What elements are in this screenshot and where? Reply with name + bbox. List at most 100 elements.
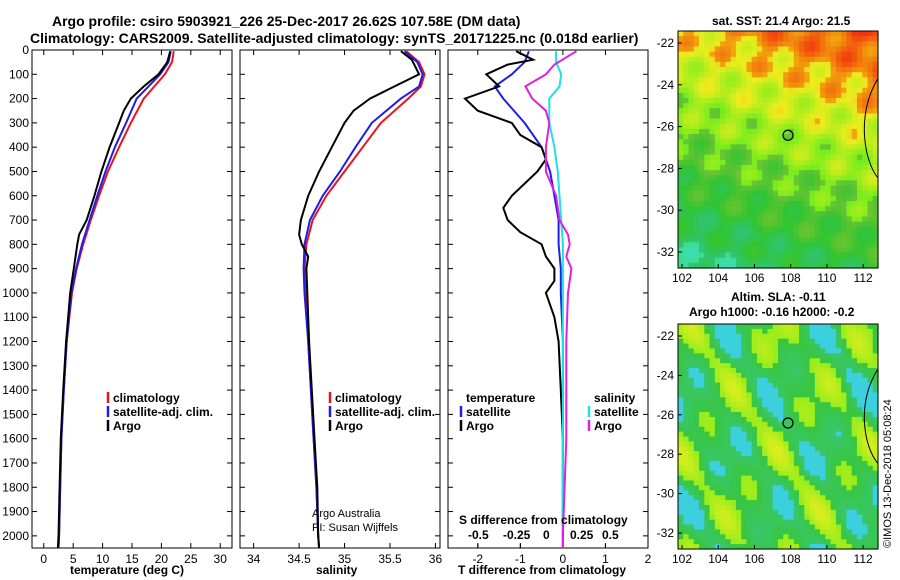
map-cell [730,372,737,379]
map-cell [867,514,874,521]
map-cell [751,123,758,130]
map-cell [699,185,705,192]
map-cell [699,544,705,550]
map-cell [820,377,826,384]
map-cell [851,363,858,369]
map-cell [741,226,748,233]
map-cell [804,262,811,269]
depth-tick-label: 1700 [2,456,29,470]
map-cell [746,407,753,413]
map-cell [820,426,826,433]
map-cell [820,436,826,442]
map-cell [693,87,700,94]
map-cell [872,328,879,335]
map-cell [709,397,716,403]
map-cell [846,397,853,403]
map-cell [762,544,769,550]
map-cell [835,539,842,545]
map-cell [683,490,690,496]
map-cell [678,436,684,442]
map-cell [751,128,758,135]
legend-salinity-satellite: satellite [594,405,639,419]
map-cell [825,416,832,423]
map-cell [856,97,863,104]
map-cell [730,92,737,99]
map-cell [704,82,711,89]
map-cell [793,206,800,212]
map-cell [820,490,826,496]
map-cell [862,382,869,389]
map-cell [720,519,726,526]
map-cell [862,190,869,197]
map-cell [735,500,742,506]
map-cell [720,524,726,531]
map-cell [856,226,863,233]
map-cell [856,164,863,171]
map-cell [730,333,737,340]
map-cell [783,500,790,506]
map-cell [804,475,811,482]
map-cell [783,446,790,452]
map-cell [788,190,795,197]
map-cell [688,201,695,207]
map-cell [746,237,753,243]
map-cell [846,108,853,115]
map-cell [693,456,700,462]
map-cell [835,221,842,228]
figure-title-line2: Climatology: CARS2009. Satellite-adjuste… [30,30,639,46]
map-cell [793,402,800,408]
temperature-xtick-label: 0 [40,552,47,566]
map-cell [767,426,774,433]
map-cell [699,348,705,354]
map-cell [814,164,821,171]
map-cell [683,392,690,398]
map-cell [799,382,805,389]
map-cell [709,237,716,243]
map-cell [814,519,821,526]
map-cell [830,348,837,354]
map-cell [746,164,753,171]
map-cell [688,242,695,248]
map-cell [714,77,721,84]
map-cell [783,87,790,94]
map-cell [693,397,700,403]
map-cell [767,206,774,212]
map-cell [741,343,748,350]
map-cell [762,436,769,442]
map-cell [846,441,853,447]
map-cell [735,504,742,511]
map-cell [683,36,690,42]
map-cell [678,475,684,482]
map-cell [788,348,795,354]
map-cell [856,470,863,477]
map-cell [762,368,769,374]
map-cell [741,446,748,452]
map-cell [830,82,837,89]
map-cell [835,372,842,379]
map-cell [809,348,816,354]
map-cell [704,103,711,109]
map-cell [856,159,863,166]
map-cell [762,446,769,452]
map-cell [835,108,842,115]
map-cell [825,368,832,374]
map-cell [862,67,869,73]
map-cell [693,544,700,550]
map-cell [725,82,732,89]
map-cell [804,247,811,254]
map-cell [872,242,879,248]
map-cell [709,252,716,259]
map-cell [783,402,790,408]
map-cell [756,97,763,104]
map-cell [867,252,874,259]
map-cell [872,421,879,428]
map-cell [809,490,816,496]
map-cell [735,226,742,233]
map-cell [841,180,848,187]
temperature-xtick-label: 25 [184,552,198,566]
map-cell [709,514,716,521]
map-cell [820,211,826,218]
map-cell [720,139,726,145]
map-cell [709,529,716,535]
map-cell [862,242,869,248]
